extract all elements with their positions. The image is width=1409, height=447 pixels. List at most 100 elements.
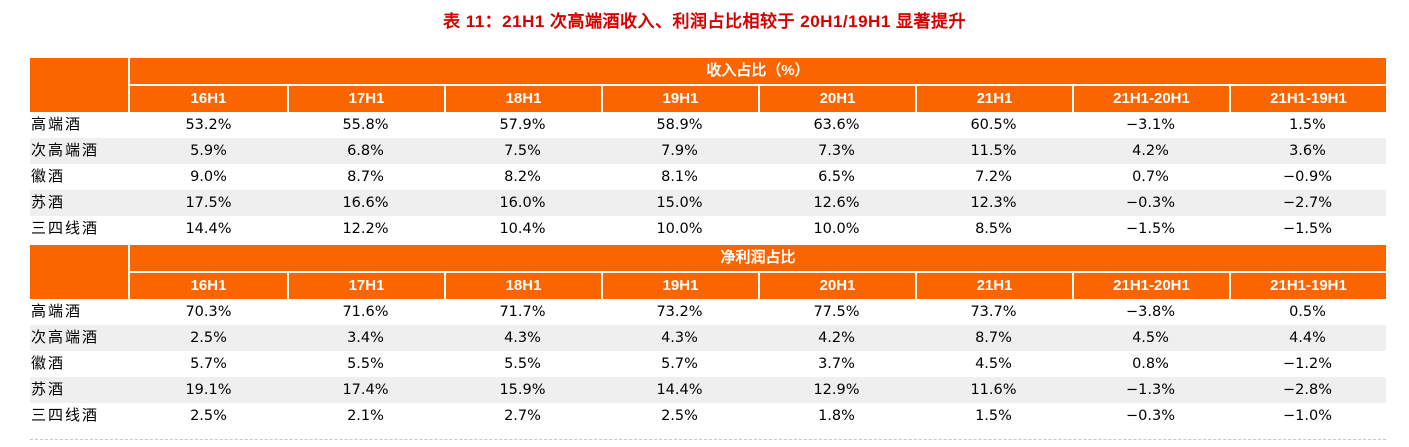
data-cell: −2.7% (1283, 195, 1332, 211)
data-cell: 53.2% (185, 117, 232, 133)
period-header-cell: 18H1 (444, 273, 601, 299)
data-cell: 4.2% (818, 330, 855, 346)
data-cell: 3.4% (347, 330, 384, 346)
data-cell: 5.5% (347, 356, 384, 372)
data-cell: 12.3% (970, 195, 1017, 211)
data-cell: 16.0% (499, 195, 546, 211)
data-cell: −1.5% (1126, 221, 1175, 237)
data-cell: 9.0% (190, 169, 227, 185)
period-header-cell: 19H1 (601, 86, 758, 112)
period-header-cell: 21H1 (915, 273, 1072, 299)
data-cell: 7.5% (504, 143, 541, 159)
row-label: 苏酒 (31, 382, 66, 398)
data-cell: 17.5% (185, 195, 232, 211)
data-cell: 6.8% (347, 143, 384, 159)
data-cell: 8.5% (975, 221, 1012, 237)
row-label: 徽酒 (31, 356, 66, 372)
data-cell: 12.6% (813, 195, 860, 211)
data-cell: 1.5% (1289, 117, 1326, 133)
data-cell: 2.1% (347, 408, 384, 424)
period-header-cell: 17H1 (287, 86, 444, 112)
section-header: 净利润占比 16H1 17H1 18H1 19H1 20H1 21H1 21H1-20H1 21… (30, 245, 1386, 299)
data-cell: 15.0% (656, 195, 703, 211)
data-cell: 2.5% (190, 408, 227, 424)
data-cell: 0.8% (1132, 356, 1169, 372)
data-cell: 17.4% (342, 382, 389, 398)
period-header-row: 16H1 17H1 18H1 19H1 20H1 21H1 21H1-20H1 21H1-19… (130, 273, 1386, 299)
data-cell: 4.4% (1289, 330, 1326, 346)
period-header-cell: 16H1 (130, 86, 287, 112)
data-cell: 10.4% (499, 221, 546, 237)
period-header-cell: 20H1 (758, 86, 915, 112)
data-cell: 3.7% (818, 356, 855, 372)
table-row: 三四线酒 2.5% 2.1% 2.7% 2.5% 1.8% 1.5% −0.3% −1.0% (30, 403, 1386, 429)
data-cell: 10.0% (813, 221, 860, 237)
data-cell: 4.5% (975, 356, 1012, 372)
data-cell: 71.7% (499, 304, 546, 320)
data-cell: 73.2% (656, 304, 703, 320)
row-label: 次高端酒 (31, 330, 100, 346)
data-cell: 7.3% (818, 143, 855, 159)
table-section-0: 收入占比（%） 16H1 17H1 18H1 19H1 20H1 21H1 21H1-20H1… (30, 58, 1386, 242)
period-header-cell: 21H1-20H1 (1072, 86, 1229, 112)
section-header-right: 收入占比（%） 16H1 17H1 18H1 19H1 20H1 21H1 21H1-20H1… (130, 58, 1386, 112)
data-cell: −0.9% (1283, 169, 1332, 185)
data-cell: 4.5% (1132, 330, 1169, 346)
data-cell: 60.5% (970, 117, 1017, 133)
data-cell: −2.8% (1283, 382, 1332, 398)
section-header-right: 净利润占比 16H1 17H1 18H1 19H1 20H1 21H1 21H1-20H1 21… (130, 245, 1386, 299)
data-cell: −1.5% (1283, 221, 1332, 237)
data-cell: 5.5% (504, 356, 541, 372)
data-cell: −1.3% (1126, 382, 1175, 398)
data-cell: 4.2% (1132, 143, 1169, 159)
data-cell: 5.9% (190, 143, 227, 159)
table-section-1: 净利润占比 16H1 17H1 18H1 19H1 20H1 21H1 21H1-20H1 21… (30, 245, 1386, 429)
table-row: 苏酒 17.5% 16.6% 16.0% 15.0% 12.6% 12.3% −0.3% −2.… (30, 190, 1386, 216)
table-row: 徽酒 9.0% 8.7% 8.2% 8.1% 6.5% 7.2% 0.7% −0.9% (30, 164, 1386, 190)
data-cell: 8.2% (504, 169, 541, 185)
data-cell: 7.9% (661, 143, 698, 159)
period-header-row: 16H1 17H1 18H1 19H1 20H1 21H1 21H1-20H1 21H1-19… (130, 86, 1386, 112)
row-label: 高端酒 (31, 117, 83, 133)
data-cell: 71.6% (342, 304, 389, 320)
table-row: 高端酒 53.2% 55.8% 57.9% 58.9% 63.6% 60.5% −3.1% 1.… (30, 112, 1386, 138)
data-cell: 4.3% (661, 330, 698, 346)
data-cell: 2.7% (504, 408, 541, 424)
data-cell: 57.9% (499, 117, 546, 133)
period-header-cell: 20H1 (758, 273, 915, 299)
data-cell: 8.1% (661, 169, 698, 185)
data-cell: 2.5% (661, 408, 698, 424)
data-cell: 5.7% (190, 356, 227, 372)
corner-cell (30, 58, 128, 112)
section-title: 收入占比（%） (130, 58, 1386, 84)
table-title: 表 11：21H1 次高端酒收入、利润占比相较于 20H1/19H1 显著提升 (442, 12, 966, 31)
data-cell: 1.8% (818, 408, 855, 424)
data-cell: −3.1% (1126, 117, 1175, 133)
data-cell: 55.8% (342, 117, 389, 133)
data-cell: 58.9% (656, 117, 703, 133)
data-cell: 16.6% (342, 195, 389, 211)
data-cell: 11.5% (970, 143, 1017, 159)
period-header-cell: 17H1 (287, 273, 444, 299)
data-cell: 14.4% (656, 382, 703, 398)
row-label: 三四线酒 (31, 221, 100, 237)
data-cell: 10.0% (656, 221, 703, 237)
data-cell: 14.4% (185, 221, 232, 237)
data-cell: −1.2% (1283, 356, 1332, 372)
data-cell: −1.0% (1283, 408, 1332, 424)
data-cell: −0.3% (1126, 408, 1175, 424)
data-cell: 19.1% (185, 382, 232, 398)
period-header-cell: 21H1-19H1 (1229, 86, 1386, 112)
row-label: 苏酒 (31, 195, 66, 211)
data-cell: 6.5% (818, 169, 855, 185)
row-label: 高端酒 (31, 304, 83, 320)
data-cell: 3.6% (1289, 143, 1326, 159)
data-cell: 63.6% (813, 117, 860, 133)
row-label: 三四线酒 (31, 408, 100, 424)
table-row: 高端酒 70.3% 71.6% 71.7% 73.2% 77.5% 73.7% −3.8% 0.… (30, 299, 1386, 325)
section-title: 净利润占比 (130, 245, 1386, 271)
section-header: 收入占比（%） 16H1 17H1 18H1 19H1 20H1 21H1 21H1-20H1… (30, 58, 1386, 112)
data-cell: 8.7% (347, 169, 384, 185)
data-cell: 11.6% (970, 382, 1017, 398)
data-cell: 7.2% (975, 169, 1012, 185)
